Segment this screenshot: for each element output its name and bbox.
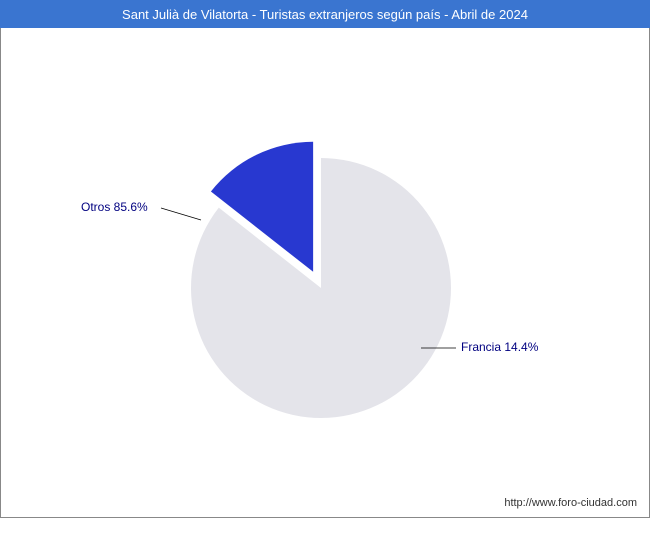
chart-title: Sant Julià de Vilatorta - Turistas extra… xyxy=(122,7,528,22)
slice-label-francia: Francia 14.4% xyxy=(461,340,538,354)
pie-chart xyxy=(1,28,649,516)
leader-line-otros xyxy=(161,208,201,220)
chart-title-bar: Sant Julià de Vilatorta - Turistas extra… xyxy=(0,0,650,28)
footer-url: http://www.foro-ciudad.com xyxy=(504,497,637,509)
chart-area: Otros 85.6% Francia 14.4% http://www.foro… xyxy=(0,28,650,518)
slice-label-otros: Otros 85.6% xyxy=(81,200,148,214)
